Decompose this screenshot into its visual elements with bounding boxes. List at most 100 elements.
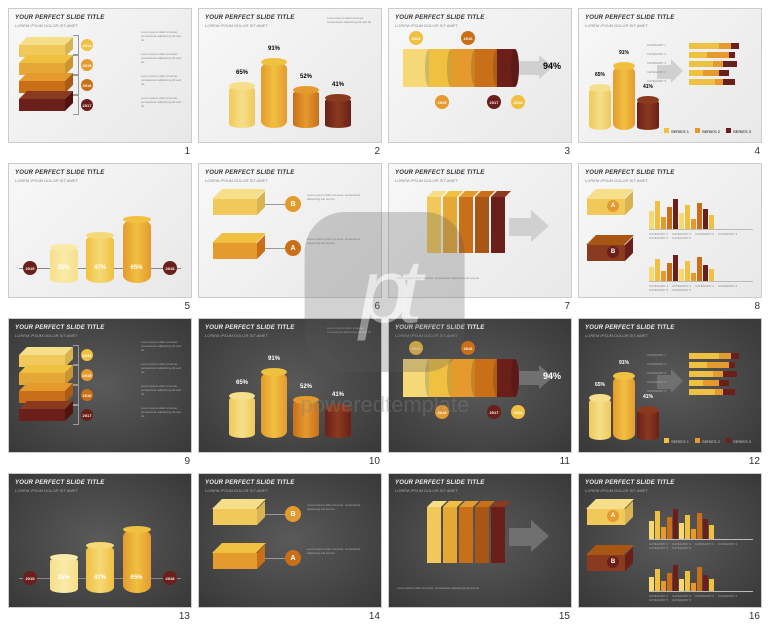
- category-label: CATEGORY 1: [647, 43, 687, 47]
- percent-label: 52%: [293, 74, 319, 80]
- category-row: CATEGORY 1CATEGORY 2CATEGORY 3CATEGORY 4…: [649, 594, 753, 602]
- category-label: CATEGORY 3: [647, 371, 687, 375]
- slide-cell: YOUR PERFECT SLIDE TITLE LOREM IPSUM DOL…: [578, 318, 762, 467]
- percent-label: 41%: [325, 82, 351, 88]
- cylinder: 65%: [589, 398, 611, 440]
- slide-thumbnail[interactable]: YOUR PERFECT SLIDE TITLE LOREM IPSUM DOL…: [198, 318, 382, 453]
- hbar-row: [689, 70, 753, 76]
- slide-thumbnail[interactable]: YOUR PERFECT SLIDE TITLE LOREM IPSUM DOL…: [578, 318, 762, 453]
- lorem-text: Lorem ipsum dolor sit amet, consectetur …: [141, 385, 185, 399]
- percent-label: 35%: [50, 575, 78, 581]
- percent-label: 91%: [261, 46, 287, 52]
- slide-number: 13: [179, 611, 190, 622]
- slide-thumbnail[interactable]: YOUR PERFECT SLIDE TITLE LOREM IPSUM DOL…: [198, 163, 382, 298]
- slide-thumbnail[interactable]: YOUR PERFECT SLIDE TITLE LOREM IPSUM DOL…: [8, 473, 192, 608]
- hbar-row: [689, 61, 753, 67]
- letter-dot: A: [285, 550, 301, 566]
- slide-number: 4: [754, 146, 760, 157]
- category-label: CATEGORY 5: [647, 79, 687, 83]
- iso-box: [213, 194, 257, 216]
- text-column: Lorem ipsum dolor sit amet, consectetur …: [141, 341, 185, 421]
- legend-item: SERIES 1: [664, 438, 689, 444]
- slide-thumbnail[interactable]: YOUR PERFECT SLIDE TITLE LOREM IPSUM DOL…: [388, 163, 572, 298]
- cylinder-row: 65% 91% 52% 41%: [229, 62, 351, 128]
- iso-box: [587, 240, 625, 258]
- bar-group: [649, 504, 753, 540]
- bar-group: [649, 246, 753, 282]
- cylinder: 65%: [229, 86, 255, 128]
- slide-subtitle: LOREM IPSUM DOLOR SIT AMET: [585, 488, 648, 493]
- slide-cell: YOUR PERFECT SLIDE TITLE LOREM IPSUM DOL…: [8, 318, 192, 467]
- slide-subtitle: LOREM IPSUM DOLOR SIT AMET: [205, 178, 268, 183]
- slide-thumbnail[interactable]: YOUR PERFECT SLIDE TITLE LOREM IPSUM DOL…: [388, 8, 572, 143]
- slide-thumbnail[interactable]: YOUR PERFECT SLIDE TITLE LOREM IPSUM DOL…: [578, 8, 762, 143]
- lorem-text: Lorem ipsum dolor sit amet, consectetur …: [307, 548, 367, 568]
- category-row: CATEGORY 1CATEGORY 2CATEGORY 3CATEGORY 4…: [649, 284, 753, 292]
- slide-thumbnail[interactable]: YOUR PERFECT SLIDE TITLE LOREM IPSUM DOL…: [198, 473, 382, 608]
- year-item: 2014: [81, 345, 137, 365]
- slide-thumbnail[interactable]: YOUR PERFECT SLIDE TITLE LOREM IPSUM DOL…: [8, 318, 192, 453]
- letter-dot: B: [607, 246, 619, 258]
- iso-box: [213, 504, 257, 526]
- hbar-row: [689, 353, 753, 359]
- slide-thumbnail[interactable]: YOUR PERFECT SLIDE TITLE LOREM IPSUM DOL…: [388, 318, 572, 453]
- cylinder: 41%: [637, 410, 659, 440]
- slide-title: YOUR PERFECT SLIDE TITLE: [585, 170, 674, 176]
- slide-thumbnail[interactable]: YOUR PERFECT SLIDE TITLE LOREM IPSUM DOL…: [578, 163, 762, 298]
- slide-number: 15: [559, 611, 570, 622]
- hbar-row: [689, 362, 753, 368]
- timeline-cylinder: 35%: [50, 247, 78, 283]
- lorem-text: Lorem ipsum dolor sit amet, consectetur …: [141, 75, 185, 89]
- horizontal-cylinder: [403, 359, 533, 397]
- slide-title: YOUR PERFECT SLIDE TITLE: [205, 325, 294, 331]
- lorem-text: Lorem ipsum dolor sit amet, consectetur …: [397, 587, 563, 601]
- year-dot: 2016: [81, 79, 93, 91]
- year-item: 2017: [81, 405, 137, 425]
- cylinder: 41%: [325, 408, 351, 438]
- percent-label: 91%: [613, 50, 635, 56]
- timeline-row: 2015 35% 47% 65% 2018: [19, 529, 181, 593]
- cylinder: 65%: [229, 396, 255, 438]
- slide-thumbnail[interactable]: YOUR PERFECT SLIDE TITLE LOREM IPSUM DOL…: [8, 163, 192, 298]
- slide-number: 14: [369, 611, 380, 622]
- slide-number: 8: [754, 301, 760, 312]
- percent-label: 47%: [86, 575, 114, 581]
- percent-label: 65%: [123, 265, 151, 271]
- slide-thumbnail[interactable]: YOUR PERFECT SLIDE TITLE LOREM IPSUM DOL…: [8, 8, 192, 143]
- slide-cell: YOUR PERFECT SLIDE TITLE LOREM IPSUM DOL…: [8, 8, 192, 157]
- percent-label: 41%: [325, 392, 351, 398]
- category-row: CATEGORY 1CATEGORY 2CATEGORY 3CATEGORY 4…: [649, 232, 753, 240]
- slide-number: 5: [184, 301, 190, 312]
- category-labels: CATEGORY 1CATEGORY 2CATEGORY 3CATEGORY 4…: [647, 353, 687, 398]
- category-label: CATEGORY 5: [647, 389, 687, 393]
- slide-thumbnail[interactable]: YOUR PERFECT SLIDE TITLE LOREM IPSUM DOL…: [388, 473, 572, 608]
- hbar-row: [689, 43, 753, 49]
- slide-thumbnail[interactable]: YOUR PERFECT SLIDE TITLE LOREM IPSUM DOL…: [198, 8, 382, 143]
- vertical-stack: [427, 504, 505, 564]
- year-dot: 2015: [81, 369, 93, 381]
- slide-number: 11: [560, 456, 570, 467]
- slide-subtitle: LOREM IPSUM DOLOR SIT AMET: [395, 488, 458, 493]
- lorem-text: Lorem ipsum dolor sit amet, consectetur …: [141, 407, 185, 421]
- cylinder: 41%: [637, 100, 659, 130]
- lorem-text: Lorem ipsum dolor sit amet, consectetur …: [397, 277, 563, 291]
- lorem-text: Lorem ipsum dolor sit amet, consectetur …: [327, 327, 375, 341]
- slide-subtitle: LOREM IPSUM DOLOR SIT AMET: [205, 488, 268, 493]
- cylinder: 41%: [325, 98, 351, 128]
- year-item: 2015: [81, 365, 137, 385]
- slide-subtitle: LOREM IPSUM DOLOR SIT AMET: [205, 23, 268, 28]
- bar-group: [649, 556, 753, 592]
- lorem-text: Lorem ipsum dolor sit amet, consectetur …: [307, 504, 367, 524]
- slide-cell: YOUR PERFECT SLIDE TITLE LOREM IPSUM DOL…: [388, 318, 572, 467]
- box-column: A B: [587, 504, 639, 596]
- slide-title: YOUR PERFECT SLIDE TITLE: [585, 15, 674, 21]
- slide-thumbnail[interactable]: YOUR PERFECT SLIDE TITLE LOREM IPSUM DOL…: [578, 473, 762, 608]
- slide-cell: YOUR PERFECT SLIDE TITLE LOREM IPSUM DOL…: [198, 8, 382, 157]
- slide-title: YOUR PERFECT SLIDE TITLE: [205, 170, 294, 176]
- slide-number: 12: [749, 456, 760, 467]
- letter-dot: B: [607, 556, 619, 568]
- vertical-slab: [475, 194, 489, 254]
- percent-label: 65%: [589, 382, 611, 388]
- slide-title: YOUR PERFECT SLIDE TITLE: [15, 170, 104, 176]
- slide-number: 2: [374, 146, 380, 157]
